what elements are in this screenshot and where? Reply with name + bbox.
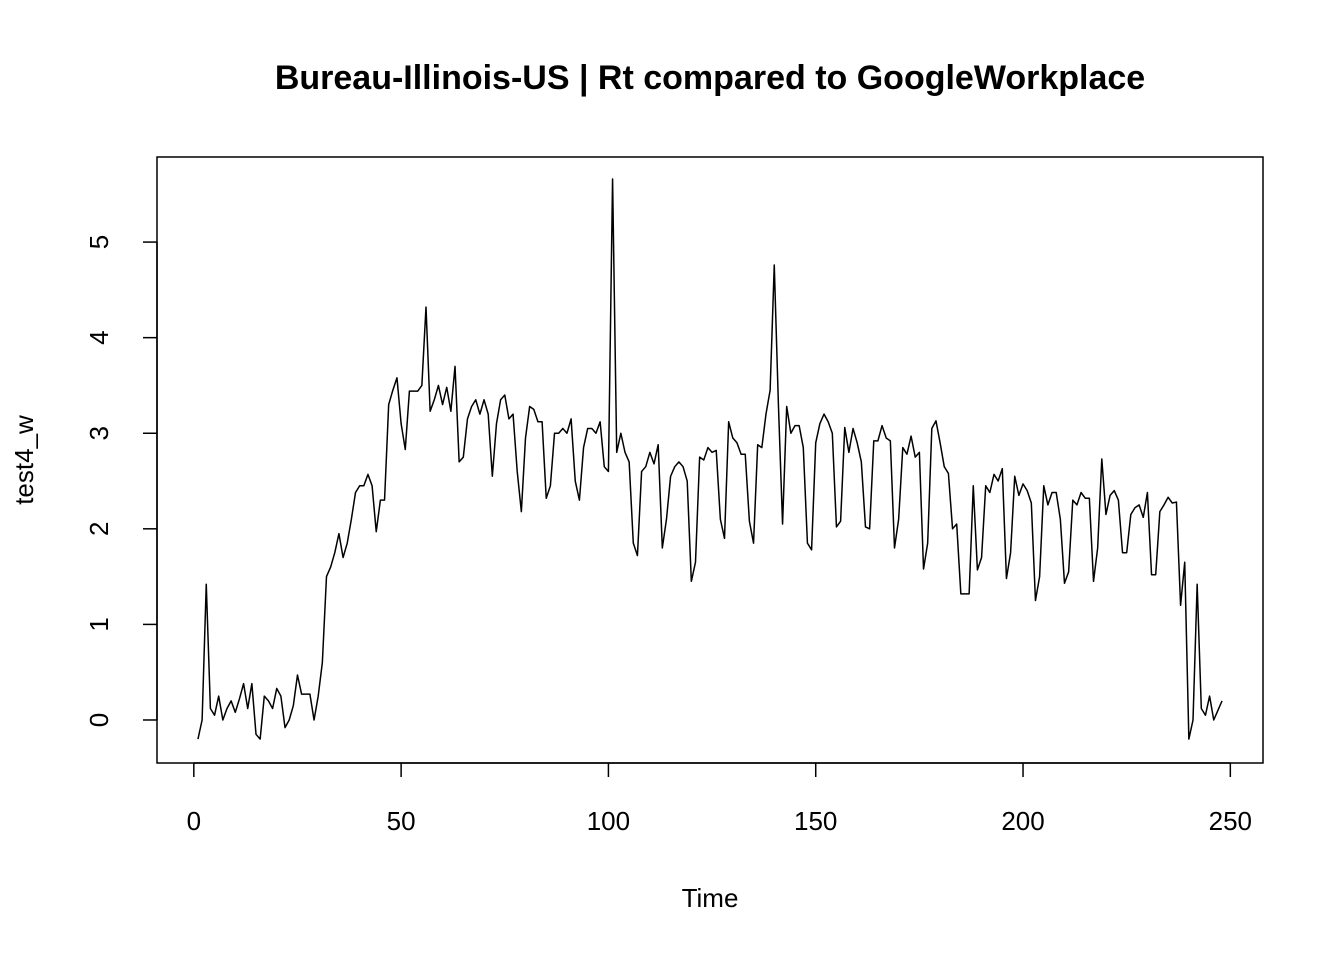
- y-tick-label: 1: [84, 617, 114, 631]
- plot-box: [156, 156, 1264, 764]
- x-tick-label: 200: [1001, 806, 1044, 836]
- x-tick-label: 250: [1209, 806, 1252, 836]
- y-tick-label: 5: [84, 235, 114, 249]
- x-tick-label: 0: [187, 806, 201, 836]
- x-axis-label: Time: [682, 883, 739, 913]
- y-tick-label: 2: [84, 522, 114, 536]
- y-axis-label: test4_w: [9, 415, 39, 505]
- y-tick-label: 3: [84, 426, 114, 440]
- y-tick-label: 4: [84, 330, 114, 344]
- x-tick-label: 150: [794, 806, 837, 836]
- x-tick-label: 100: [587, 806, 630, 836]
- y-tick-label: 0: [84, 713, 114, 727]
- data-line: [197, 178, 1223, 740]
- chart-title: Bureau-Illinois-US | Rt compared to Goog…: [275, 59, 1145, 97]
- x-tick-label: 50: [387, 806, 416, 836]
